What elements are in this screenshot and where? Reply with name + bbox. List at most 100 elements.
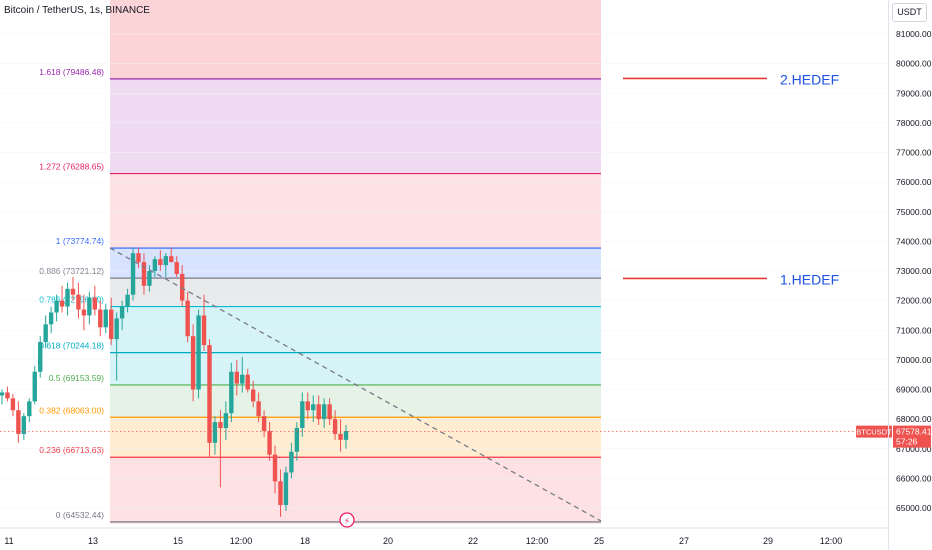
- candle-body: [311, 404, 316, 411]
- candle-body: [245, 374, 250, 390]
- y-tick-label: 79000.00: [896, 88, 932, 98]
- candle-body: [316, 404, 321, 420]
- candle-body: [179, 273, 185, 301]
- candle-body: [0, 392, 5, 396]
- candle-body: [338, 433, 343, 440]
- fib-label-1.618: 1.618 (79486.48): [39, 67, 104, 77]
- candle-body: [163, 256, 169, 266]
- y-tick-label: 81000.00: [896, 29, 932, 39]
- candle-body: [147, 271, 152, 286]
- candle-body: [289, 451, 294, 473]
- symbol-tag: [856, 425, 892, 438]
- candle-body: [212, 422, 218, 443]
- candle-body: [16, 410, 21, 434]
- x-tick-label: 27: [679, 536, 689, 546]
- candle-body: [98, 309, 103, 328]
- candle-body: [234, 371, 239, 384]
- candle-body: [250, 389, 256, 402]
- y-tick-label: 65000.00: [896, 503, 932, 513]
- x-tick-label: 12:00: [526, 536, 549, 546]
- candle-body: [103, 309, 108, 328]
- fib-zone-0.236: [110, 457, 601, 522]
- y-tick-label: 67000.00: [896, 444, 932, 454]
- last-price-tag: [893, 425, 931, 448]
- candle-body: [158, 259, 163, 266]
- price-axis[interactable]: [888, 0, 932, 550]
- lightning-glyph: ⚡: [344, 517, 350, 527]
- fib-label-1.272: 1.272 (76288.65): [39, 162, 104, 172]
- candle-body: [185, 300, 190, 337]
- y-tick-label: 66000.00: [896, 473, 932, 483]
- chart-title: Bitcoin / TetherUS, 1s, BINANCE: [4, 5, 150, 16]
- y-tick-label: 70000.00: [896, 355, 932, 365]
- fib-zone-1.618: [110, 78, 601, 174]
- y-tick-label: 77000.00: [896, 148, 932, 158]
- candle-body: [32, 371, 37, 402]
- y-tick-label: 73000.00: [896, 266, 932, 276]
- candle-body: [305, 401, 310, 411]
- candle-body: [190, 336, 196, 390]
- candle-body: [223, 413, 229, 429]
- y-tick-label: 74000.00: [896, 236, 932, 246]
- candle-body: [54, 300, 59, 313]
- fib-label-0.5: 0.5 (69153.59): [49, 373, 104, 383]
- fib-zone-0.5: [110, 384, 601, 418]
- fib-zone-1: [110, 248, 601, 279]
- candle-body: [59, 300, 65, 307]
- currency-button[interactable]: USDT: [892, 3, 927, 22]
- fib-zone-1.272: [110, 173, 601, 249]
- lightning-icon: [339, 512, 355, 528]
- fib-label-0.618: 0.618 (70244.18): [39, 341, 104, 351]
- candle-body: [294, 428, 300, 452]
- candle-body: [174, 262, 179, 274]
- candle-body: [109, 309, 114, 340]
- candle-body: [327, 404, 332, 420]
- target-label-2: 1.HEDEF: [780, 271, 839, 287]
- y-tick-label: 75000.00: [896, 207, 932, 217]
- candle-body: [229, 371, 234, 414]
- y-tick-label: 68000.00: [896, 414, 932, 424]
- fib-zone-0.886: [110, 278, 601, 307]
- candle-body: [21, 416, 27, 434]
- candle-body: [207, 345, 212, 443]
- candle-body: [300, 401, 305, 429]
- candle-body: [10, 398, 16, 411]
- candle-body: [332, 419, 338, 434]
- candle-body: [343, 430, 349, 440]
- candle-body: [278, 481, 283, 506]
- x-tick-label: 13: [88, 536, 98, 546]
- y-tick-label: 72000.00: [896, 296, 932, 306]
- candle-body: [201, 315, 207, 346]
- fib-label-0.786: 0.786 (72796.89): [39, 295, 104, 305]
- fib-zone-0.786: [110, 306, 601, 353]
- y-tick-label: 71000.00: [896, 325, 932, 335]
- candle-body: [321, 404, 327, 420]
- symbol-tag-text: BTCUSDT: [856, 428, 892, 437]
- x-tick-label: 29: [763, 536, 773, 546]
- candle-body: [125, 294, 130, 307]
- candle-body: [267, 430, 272, 455]
- candle-body: [136, 253, 141, 263]
- trend-dashed-line: [109, 247, 602, 522]
- x-tick-label: 22: [468, 536, 478, 546]
- x-tick-label: 20: [383, 536, 393, 546]
- candle-body: [27, 401, 32, 417]
- fib-label-0.382: 0.382 (68063.00): [39, 405, 104, 415]
- candle-body: [43, 324, 48, 343]
- last-price-value: 67578.41: [896, 427, 932, 437]
- fib-label-1: 1 (73774.74): [56, 236, 104, 246]
- candle-body: [152, 259, 158, 271]
- x-tick-label: 25: [594, 536, 604, 546]
- y-tick-label: 76000.00: [896, 177, 932, 187]
- fib-zone-top: [110, 0, 601, 79]
- x-tick-label: 11: [4, 536, 13, 546]
- x-tick-label: 12:00: [230, 536, 253, 546]
- last-price-countdown: 57:26: [896, 437, 918, 447]
- fib-label-0: 0 (64532.44): [56, 510, 104, 520]
- x-tick-label: 15: [173, 536, 183, 546]
- candle-body: [130, 253, 136, 295]
- y-tick-label: 69000.00: [896, 385, 932, 395]
- candle-body: [119, 306, 125, 319]
- x-tick-label: 18: [300, 536, 310, 546]
